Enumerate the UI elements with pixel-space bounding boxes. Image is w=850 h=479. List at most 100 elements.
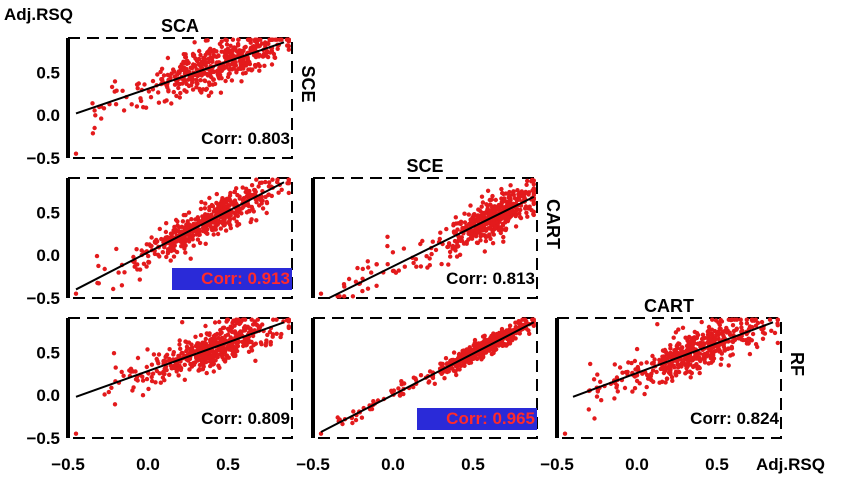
data-point: [234, 219, 239, 224]
data-point: [760, 336, 766, 341]
row-title: CART: [543, 199, 563, 249]
data-point: [739, 325, 744, 330]
data-point: [228, 190, 233, 196]
data-point: [663, 380, 668, 385]
data-point: [259, 342, 264, 347]
data-point: [276, 190, 281, 195]
data-point: [122, 270, 127, 275]
data-point: [224, 42, 230, 47]
data-point: [717, 322, 722, 328]
data-point: [747, 336, 752, 342]
data-point: [346, 276, 352, 282]
data-point: [682, 356, 688, 362]
regression-line: [572, 321, 774, 398]
data-point: [171, 350, 176, 355]
data-point: [286, 43, 291, 49]
data-point: [462, 211, 467, 216]
data-point: [414, 264, 419, 269]
data-point: [489, 351, 495, 357]
data-point: [340, 421, 345, 427]
data-point: [161, 369, 166, 375]
data-point: [487, 232, 492, 237]
data-point: [709, 333, 715, 338]
data-point: [253, 358, 258, 363]
data-point: [450, 243, 456, 249]
data-point: [94, 253, 100, 259]
data-point: [495, 206, 500, 211]
data-point: [111, 286, 116, 292]
data-point: [177, 363, 182, 368]
data-point: [513, 224, 519, 229]
x-tick-label: 0.0: [625, 455, 649, 474]
data-point: [286, 177, 291, 182]
data-point: [198, 206, 204, 212]
data-point: [284, 37, 290, 42]
data-point: [236, 37, 241, 42]
data-point: [718, 362, 723, 367]
data-point: [493, 224, 498, 229]
data-point: [767, 317, 773, 322]
data-point: [476, 217, 481, 223]
data-point: [211, 232, 216, 237]
data-point: [632, 386, 638, 391]
data-point: [243, 70, 248, 76]
data-point: [176, 85, 181, 91]
data-point: [454, 372, 459, 378]
data-point: [266, 41, 271, 46]
data-point: [385, 262, 390, 267]
data-point: [480, 334, 486, 339]
data-point: [262, 63, 267, 68]
data-point: [163, 229, 169, 235]
data-point: [167, 73, 172, 78]
data-point: [211, 358, 216, 363]
data-point: [686, 340, 691, 345]
x-tick-label: −0.5: [540, 455, 574, 474]
data-point: [617, 365, 623, 370]
data-point: [456, 354, 461, 360]
data-point: [644, 384, 649, 390]
data-point: [171, 254, 177, 259]
data-point: [390, 250, 396, 255]
data-point: [135, 262, 140, 267]
corr-label: Corr: 0.803: [201, 129, 290, 148]
data-point: [701, 352, 706, 357]
data-point: [234, 186, 239, 191]
data-point: [507, 189, 512, 195]
data-point: [366, 265, 371, 270]
data-point: [92, 108, 97, 113]
data-point: [194, 57, 199, 62]
data-point: [191, 221, 196, 227]
y-tick-label: 0.5: [36, 63, 60, 82]
data-point: [671, 335, 676, 340]
data-point: [156, 352, 162, 357]
data-point: [242, 317, 248, 322]
corr-label: Corr: 0.813: [446, 269, 535, 288]
data-point: [171, 89, 176, 95]
data-point: [190, 345, 195, 350]
data-point: [727, 330, 732, 335]
data-point: [679, 360, 685, 366]
data-point: [198, 342, 203, 348]
data-point: [365, 286, 371, 291]
data-point: [418, 373, 424, 378]
regression-line: [320, 321, 535, 433]
data-point: [479, 204, 484, 209]
data-point: [396, 268, 401, 273]
data-point: [496, 227, 502, 233]
panel-frame: [313, 317, 538, 439]
panels-group: Corr: 0.803 0.5 0.0 −0.5 SCA SCE Corr: 0.913 0.…: [26, 16, 807, 474]
data-point: [426, 380, 431, 385]
data-point: [219, 76, 224, 81]
data-point: [698, 358, 703, 364]
data-point: [249, 217, 254, 222]
data-point: [251, 53, 257, 58]
data-point: [216, 53, 221, 58]
data-point: [475, 240, 480, 246]
data-point: [201, 228, 206, 234]
data-point: [772, 330, 778, 336]
data-point: [492, 205, 497, 210]
data-point: [230, 37, 236, 42]
data-point: [257, 68, 262, 73]
data-point: [258, 197, 263, 203]
